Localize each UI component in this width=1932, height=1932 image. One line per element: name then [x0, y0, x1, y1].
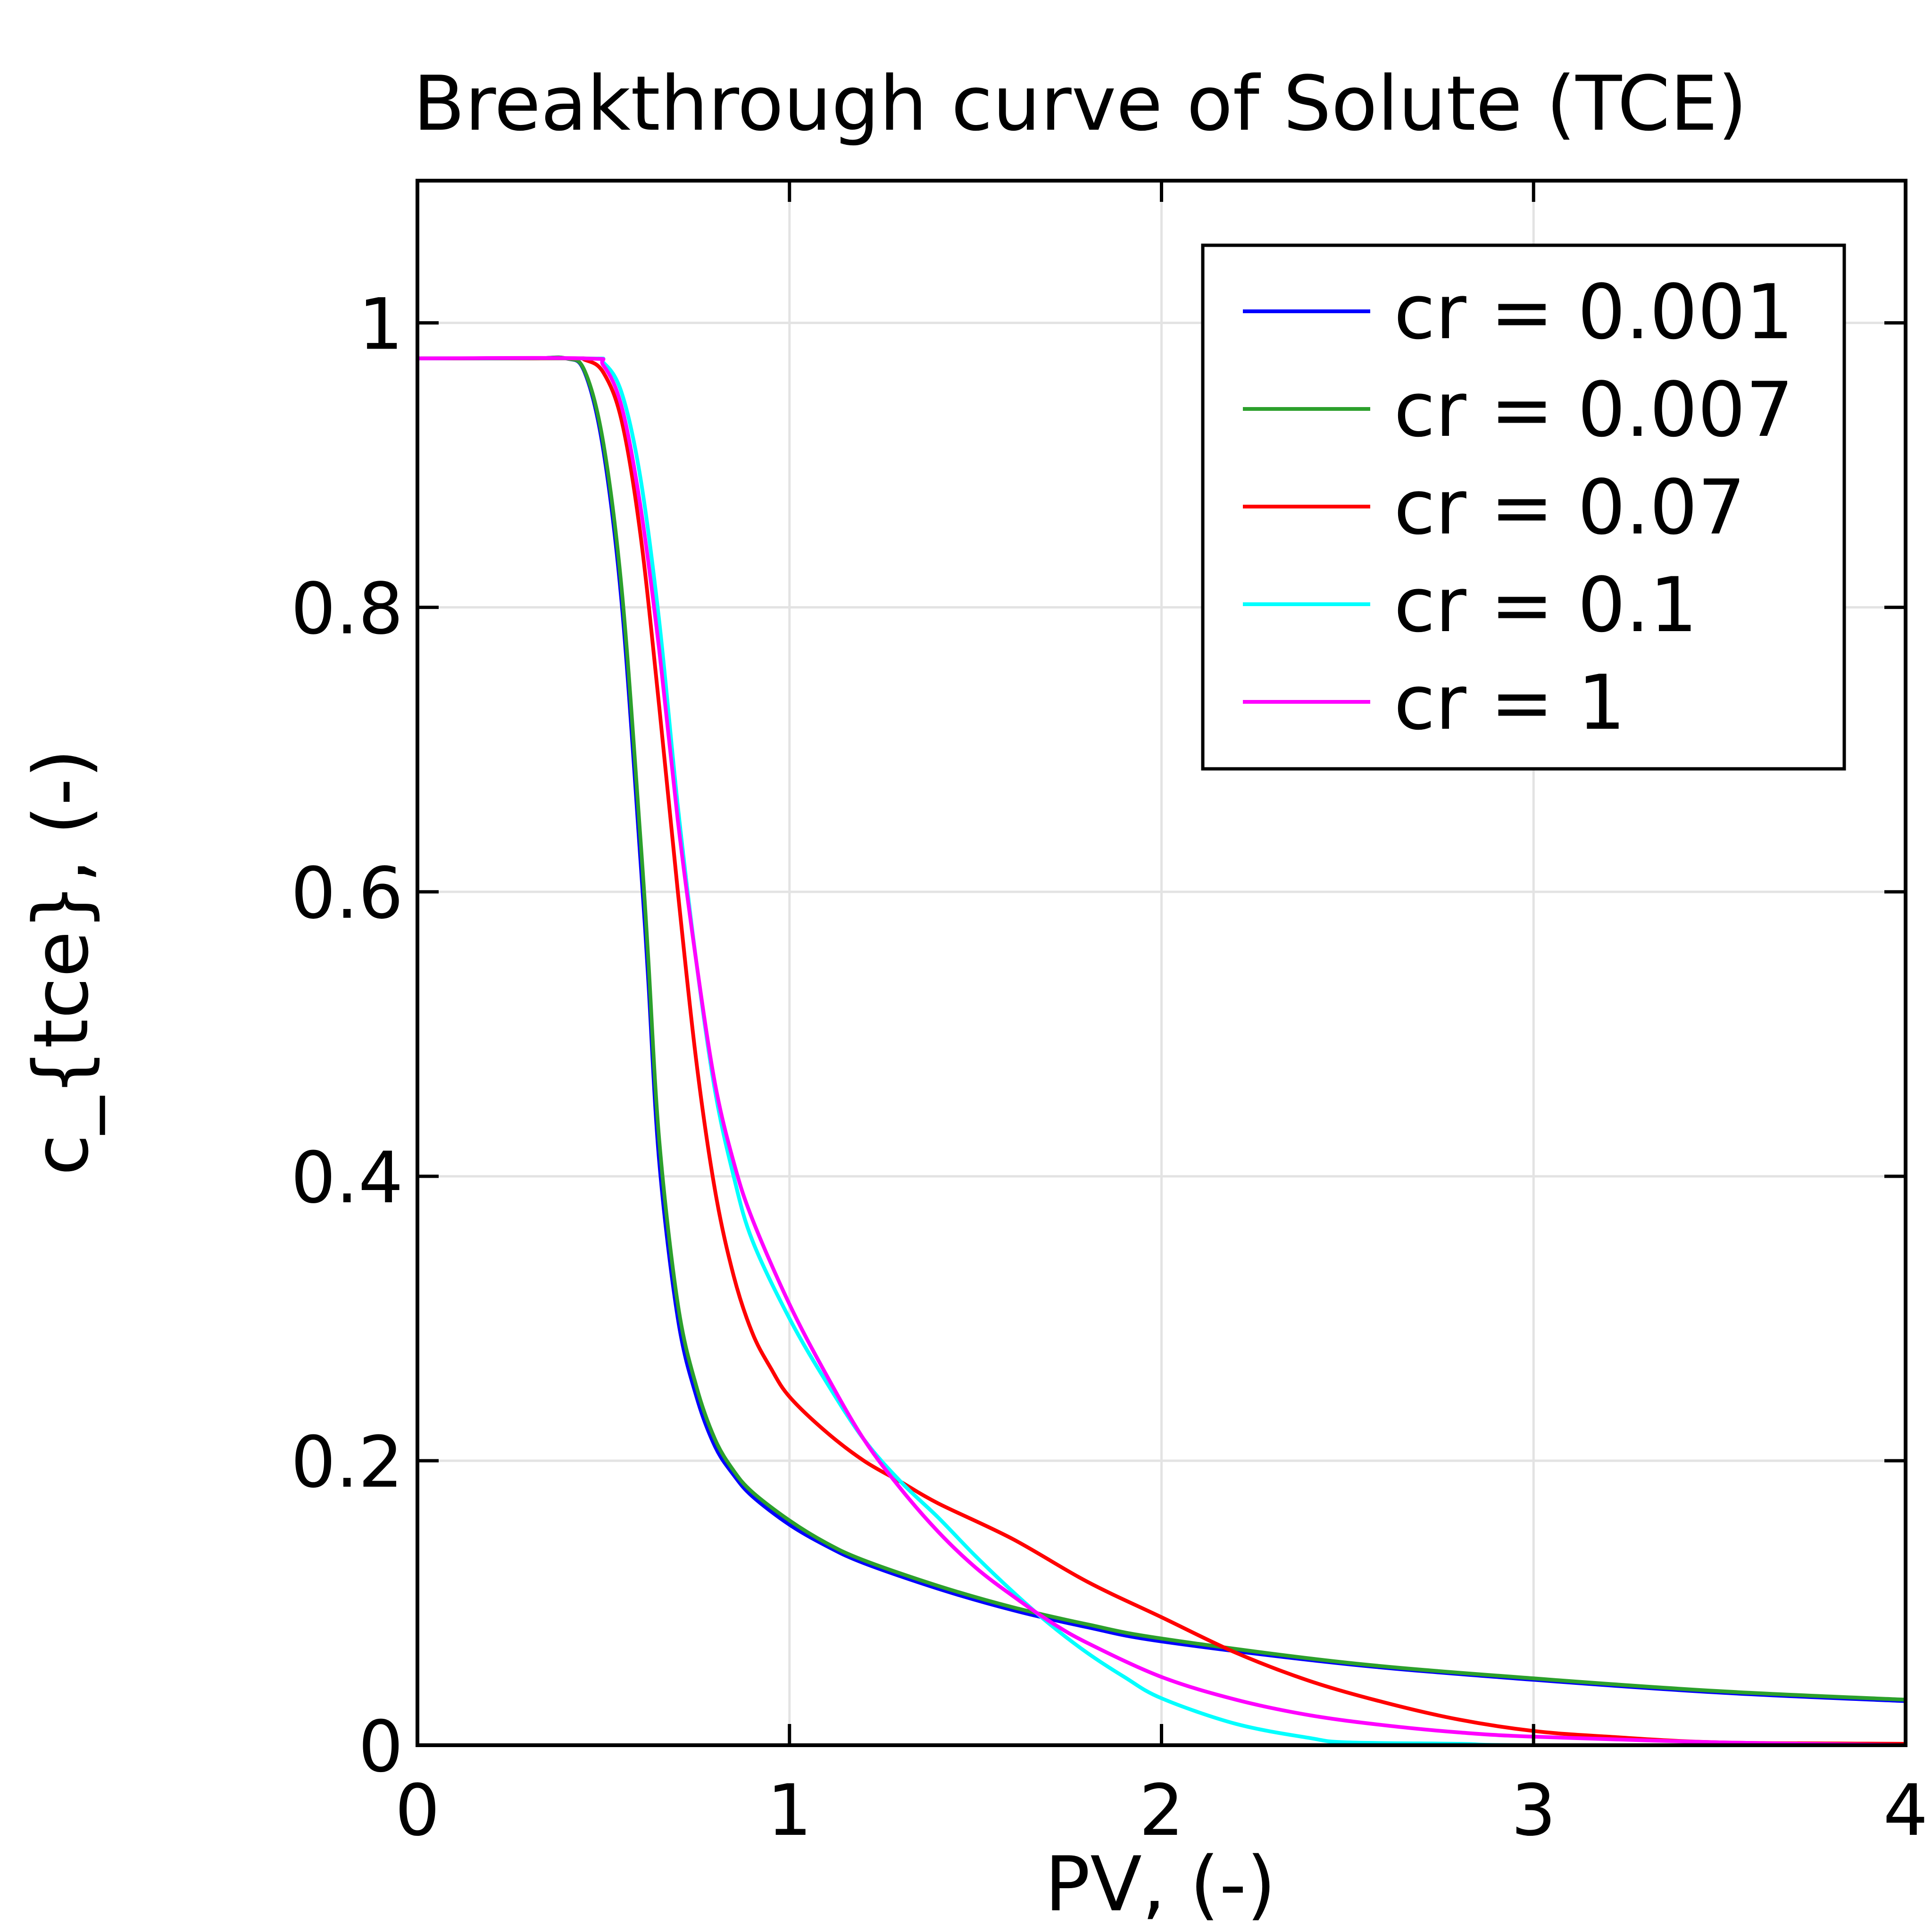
x-tick-labels: 0 1 2 3 4 [395, 1770, 1928, 1852]
x-tick-label: 2 [1139, 1770, 1184, 1852]
series-line-3 [416, 356, 1907, 1746]
legend: cr = 0.001 cr = 0.007 cr = 0.07 cr = 0.1 cr … [1201, 243, 1846, 771]
chart-title: Breakthrough curve of Solute (TCE) [413, 59, 1747, 148]
legend-label-2: cr = 0.007 [1394, 366, 1794, 454]
y-tick-labels: 0 0.2 0.4 0.6 0.8 1 [291, 284, 403, 1788]
x-tick-label: 4 [1883, 1770, 1928, 1852]
legend-label-1: cr = 0.001 [1394, 268, 1794, 356]
x-tick-label: 1 [767, 1770, 812, 1852]
y-tick-label: 0 [358, 1706, 403, 1788]
y-tick-label: 0.8 [291, 568, 403, 650]
legend-label-3: cr = 0.07 [1394, 463, 1746, 551]
x-axis-label: PV, (-) [1045, 1840, 1276, 1928]
series-line-2 [416, 355, 1907, 1702]
y-tick-label: 0.2 [291, 1422, 403, 1504]
legend-label-4: cr = 0.1 [1394, 561, 1698, 649]
y-tick-label: 0.4 [291, 1137, 403, 1219]
axis-ticks [416, 181, 1907, 1747]
legend-label-5: cr = 1 [1394, 658, 1625, 747]
y-tick-label: 1 [358, 284, 403, 366]
y-tick-label: 0.6 [291, 853, 403, 935]
x-tick-label: 3 [1511, 1770, 1556, 1852]
series-lines [416, 355, 1907, 1748]
series-line-5 [416, 356, 1907, 1747]
y-axis-label: c_{tce}, (-) [17, 749, 105, 1176]
x-tick-label: 0 [395, 1770, 440, 1852]
